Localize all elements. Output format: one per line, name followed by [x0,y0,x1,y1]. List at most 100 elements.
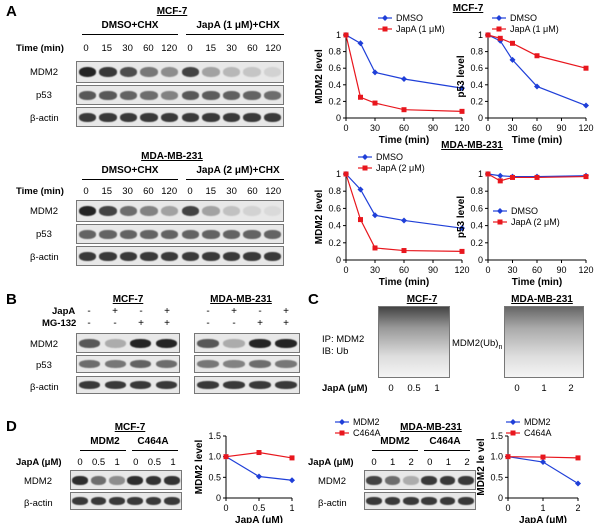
tick-label: 120 [161,186,178,197]
legend-label: DMSO [511,206,538,216]
legend-marker [382,15,388,21]
legend-marker [339,430,345,436]
data-point [459,225,465,232]
y-axis-label: MDM2 level [314,49,325,104]
blot-band [140,251,158,261]
blot-band [181,251,199,261]
data-point [459,248,465,254]
blot-band [222,206,241,216]
blot-band [119,229,138,239]
ub-label: MDM2(Ub)n [452,338,503,351]
blot-band [109,475,125,485]
blot-band [90,475,107,485]
panel-b-letter: B [6,291,17,308]
tick-label: 0.5 [407,383,421,394]
tick-label: 2 [408,457,414,468]
blot-band [243,67,261,77]
y-axis-label: MDM2 le vel [476,438,487,495]
blot-strip [76,333,180,353]
treatment-sign: + [283,306,289,317]
blot-band [222,90,241,100]
y-tick-label: 0 [336,113,341,123]
y-tick-label: 1.0 [208,452,221,462]
blot-band [119,112,138,122]
y-tick-label: 0.4 [328,221,341,231]
ib-label: IB: Ub [322,346,349,357]
group-underline [82,179,178,180]
blot-band [222,229,241,239]
panel-c-letter: C [308,291,319,308]
mg132-label: MG-132 [42,318,77,329]
y-tick-label: 0.2 [470,238,483,248]
y-tick-label: 0.4 [470,80,483,90]
blot-strip [70,470,182,490]
data-point [497,172,504,179]
chart-5: 0 0.5 1.0 1.5 0 1 2 JapA (μM) MDM2 le vel MDM2C46… [476,417,581,523]
blot-band [161,90,179,100]
blot-band [161,112,179,122]
blot-strip [76,246,284,266]
y-tick-label: 1.5 [208,431,221,441]
y-tick-label: 0.6 [470,63,483,73]
tick-label: 0 [427,457,433,468]
tick-label: 2 [568,383,574,394]
panel-d-mcf7-title: MCF-7 [114,422,146,433]
panel-a-mcf7-group1: DMSO+CHX [101,20,159,31]
blot-band [90,497,107,505]
tick-label: 15 [101,186,113,197]
blot-band [223,381,245,389]
legend-label: DMSO [510,13,537,23]
row-label-actin: β-actin [30,252,59,263]
tick-label: 30 [226,43,237,54]
blot-band [223,360,245,368]
y-tick-label: 1 [336,169,341,179]
tick-label: 0 [514,383,520,394]
treatment-sign: - [113,318,117,329]
tick-label: 0 [371,457,377,468]
blot-band [164,497,180,505]
blot-band [78,251,96,261]
legend-label: C464A [353,428,381,438]
data-point [256,473,262,480]
blot-band [202,112,220,122]
blot-strip [76,355,180,373]
tick-label: 0 [133,457,139,468]
ip-label: IP: MDM2 [322,334,365,345]
x-tick-label: 0 [343,265,348,275]
blot-strip [194,355,300,373]
group-underline [82,34,178,35]
treatment-sign: + [283,318,289,329]
data-point [497,178,503,184]
blot-band [384,475,401,485]
blot-band [366,497,382,505]
legend-marker [362,154,368,160]
blot-band [243,251,261,261]
panel-a-mcf7-title: MCF-7 [156,6,188,17]
series-line [345,34,463,112]
blot-band [249,381,271,389]
x-tick-label: 120 [578,123,593,133]
row-label-actin: β-actin [30,113,59,124]
group-c464a: C464A [137,436,169,447]
y-tick-label: 0.8 [470,186,483,196]
x-axis-label: JapA (μM) [519,515,567,523]
blot-band [243,90,261,100]
blot-band [202,206,220,216]
blot-band [99,206,117,216]
data-point [534,174,540,180]
row-label-mdm2: MDM2 [30,206,58,217]
data-point [505,454,511,460]
blot-band [366,475,382,485]
x-tick-label: 60 [399,265,409,275]
blot-strip [76,107,284,127]
x-axis-label: Time (min) [379,277,429,288]
legend-label: JapA (2 μM) [376,163,425,173]
blot-band [403,475,419,485]
data-point [343,171,349,177]
treatment-sign: - [87,306,91,317]
blot-band [197,338,219,348]
blot-band [99,67,117,77]
blot-band [72,497,88,505]
group-underline [186,179,284,180]
x-tick-label: 0 [485,265,490,275]
